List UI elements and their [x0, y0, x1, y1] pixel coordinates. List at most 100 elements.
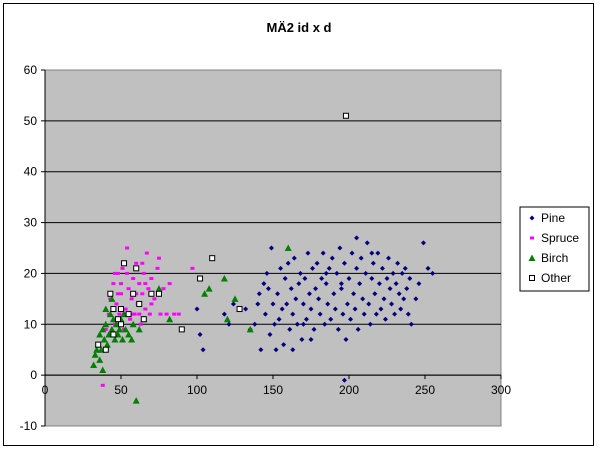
data-points — [90, 112, 436, 404]
point-pine — [370, 260, 376, 266]
point-pine — [358, 255, 364, 261]
point-other — [102, 346, 109, 353]
point-pine — [420, 240, 426, 246]
point-pine — [337, 245, 343, 251]
point-pine — [334, 270, 340, 276]
point-birch — [96, 356, 104, 363]
point-pine — [290, 311, 296, 317]
point-birch — [166, 315, 174, 323]
point-birch — [108, 295, 116, 302]
point-birch — [132, 397, 140, 404]
point-spruce — [100, 383, 105, 387]
point-other — [342, 112, 349, 119]
x-tick-label: 250 — [415, 383, 435, 397]
point-pine — [363, 270, 369, 276]
point-pine — [252, 321, 258, 327]
point-pine — [270, 301, 276, 307]
point-pine — [279, 306, 285, 312]
point-pine — [360, 296, 366, 302]
point-pine — [287, 326, 293, 332]
point-pine — [328, 316, 334, 322]
point-pine — [375, 250, 381, 256]
point-birch — [93, 346, 101, 353]
legend-label-pine: Pine — [541, 211, 565, 225]
point-spruce — [131, 312, 136, 316]
point-pine — [398, 306, 404, 312]
point-spruce — [103, 327, 108, 331]
point-other — [136, 300, 143, 307]
point-pine — [285, 260, 291, 266]
point-birch — [96, 330, 104, 338]
x-tick-label: 0 — [42, 383, 49, 397]
point-birch — [246, 325, 254, 333]
point-pine — [300, 301, 306, 307]
x-tick-label: 300 — [491, 383, 511, 397]
point-birch — [135, 325, 143, 333]
point-pine — [413, 296, 419, 302]
tick-labels: 0 50 100 150 200 250 300 -10 0 10 20 30 40 50 60 — [20, 63, 512, 433]
point-spruce — [158, 312, 163, 316]
point-other — [110, 331, 117, 338]
point-other — [130, 290, 137, 297]
point-pine — [314, 260, 320, 266]
point-pine — [305, 250, 311, 256]
point-birch — [91, 351, 99, 358]
point-pine — [386, 255, 392, 261]
point-pine — [306, 291, 312, 297]
point-spruce — [149, 277, 154, 281]
point-pine — [278, 265, 284, 271]
point-birch — [99, 366, 107, 374]
point-pine — [425, 265, 431, 271]
legend-marker-spruce — [530, 236, 534, 240]
point-spruce — [129, 297, 134, 301]
point-spruce — [157, 256, 161, 260]
point-spruce — [155, 266, 160, 270]
point-spruce — [144, 251, 149, 255]
point-pine — [273, 347, 279, 353]
point-pine — [308, 306, 314, 312]
point-birch — [100, 336, 108, 343]
point-other — [156, 290, 162, 297]
point-pine — [340, 311, 346, 317]
point-spruce — [123, 307, 128, 311]
point-pine — [313, 286, 319, 292]
point-spruce — [125, 246, 130, 250]
point-spruce — [119, 292, 123, 296]
point-pine — [262, 311, 268, 317]
y-tick-label: 0 — [30, 368, 37, 382]
point-other — [197, 275, 204, 282]
point-pine — [332, 306, 338, 312]
point-pine — [399, 270, 405, 276]
point-pine — [255, 301, 261, 307]
point-other — [209, 255, 216, 262]
legend-marker-pine — [529, 215, 535, 221]
point-pine — [226, 321, 232, 327]
point-pine — [341, 260, 347, 266]
point-spruce — [117, 312, 122, 316]
point-pine — [392, 311, 398, 317]
axes — [41, 69, 502, 427]
point-spruce — [128, 317, 133, 321]
y-tick-label: -10 — [20, 419, 38, 433]
point-birch — [111, 336, 119, 343]
point-spruce — [111, 282, 116, 286]
point-pine — [416, 281, 422, 287]
point-pine — [372, 291, 378, 297]
point-birch — [205, 285, 213, 292]
point-spruce — [131, 277, 136, 281]
legend-label-spruce: Spruce — [541, 231, 579, 245]
point-spruce — [140, 292, 145, 296]
point-birch — [106, 310, 114, 318]
point-pine — [430, 270, 436, 276]
point-spruce — [143, 282, 148, 286]
point-pine — [335, 326, 341, 332]
point-pine — [325, 301, 331, 307]
point-pine — [256, 291, 262, 297]
point-pine — [299, 337, 305, 343]
point-pine — [284, 301, 290, 307]
point-pine — [310, 265, 316, 271]
point-pine — [396, 291, 402, 297]
point-pine — [265, 286, 271, 292]
point-pine — [243, 306, 249, 312]
